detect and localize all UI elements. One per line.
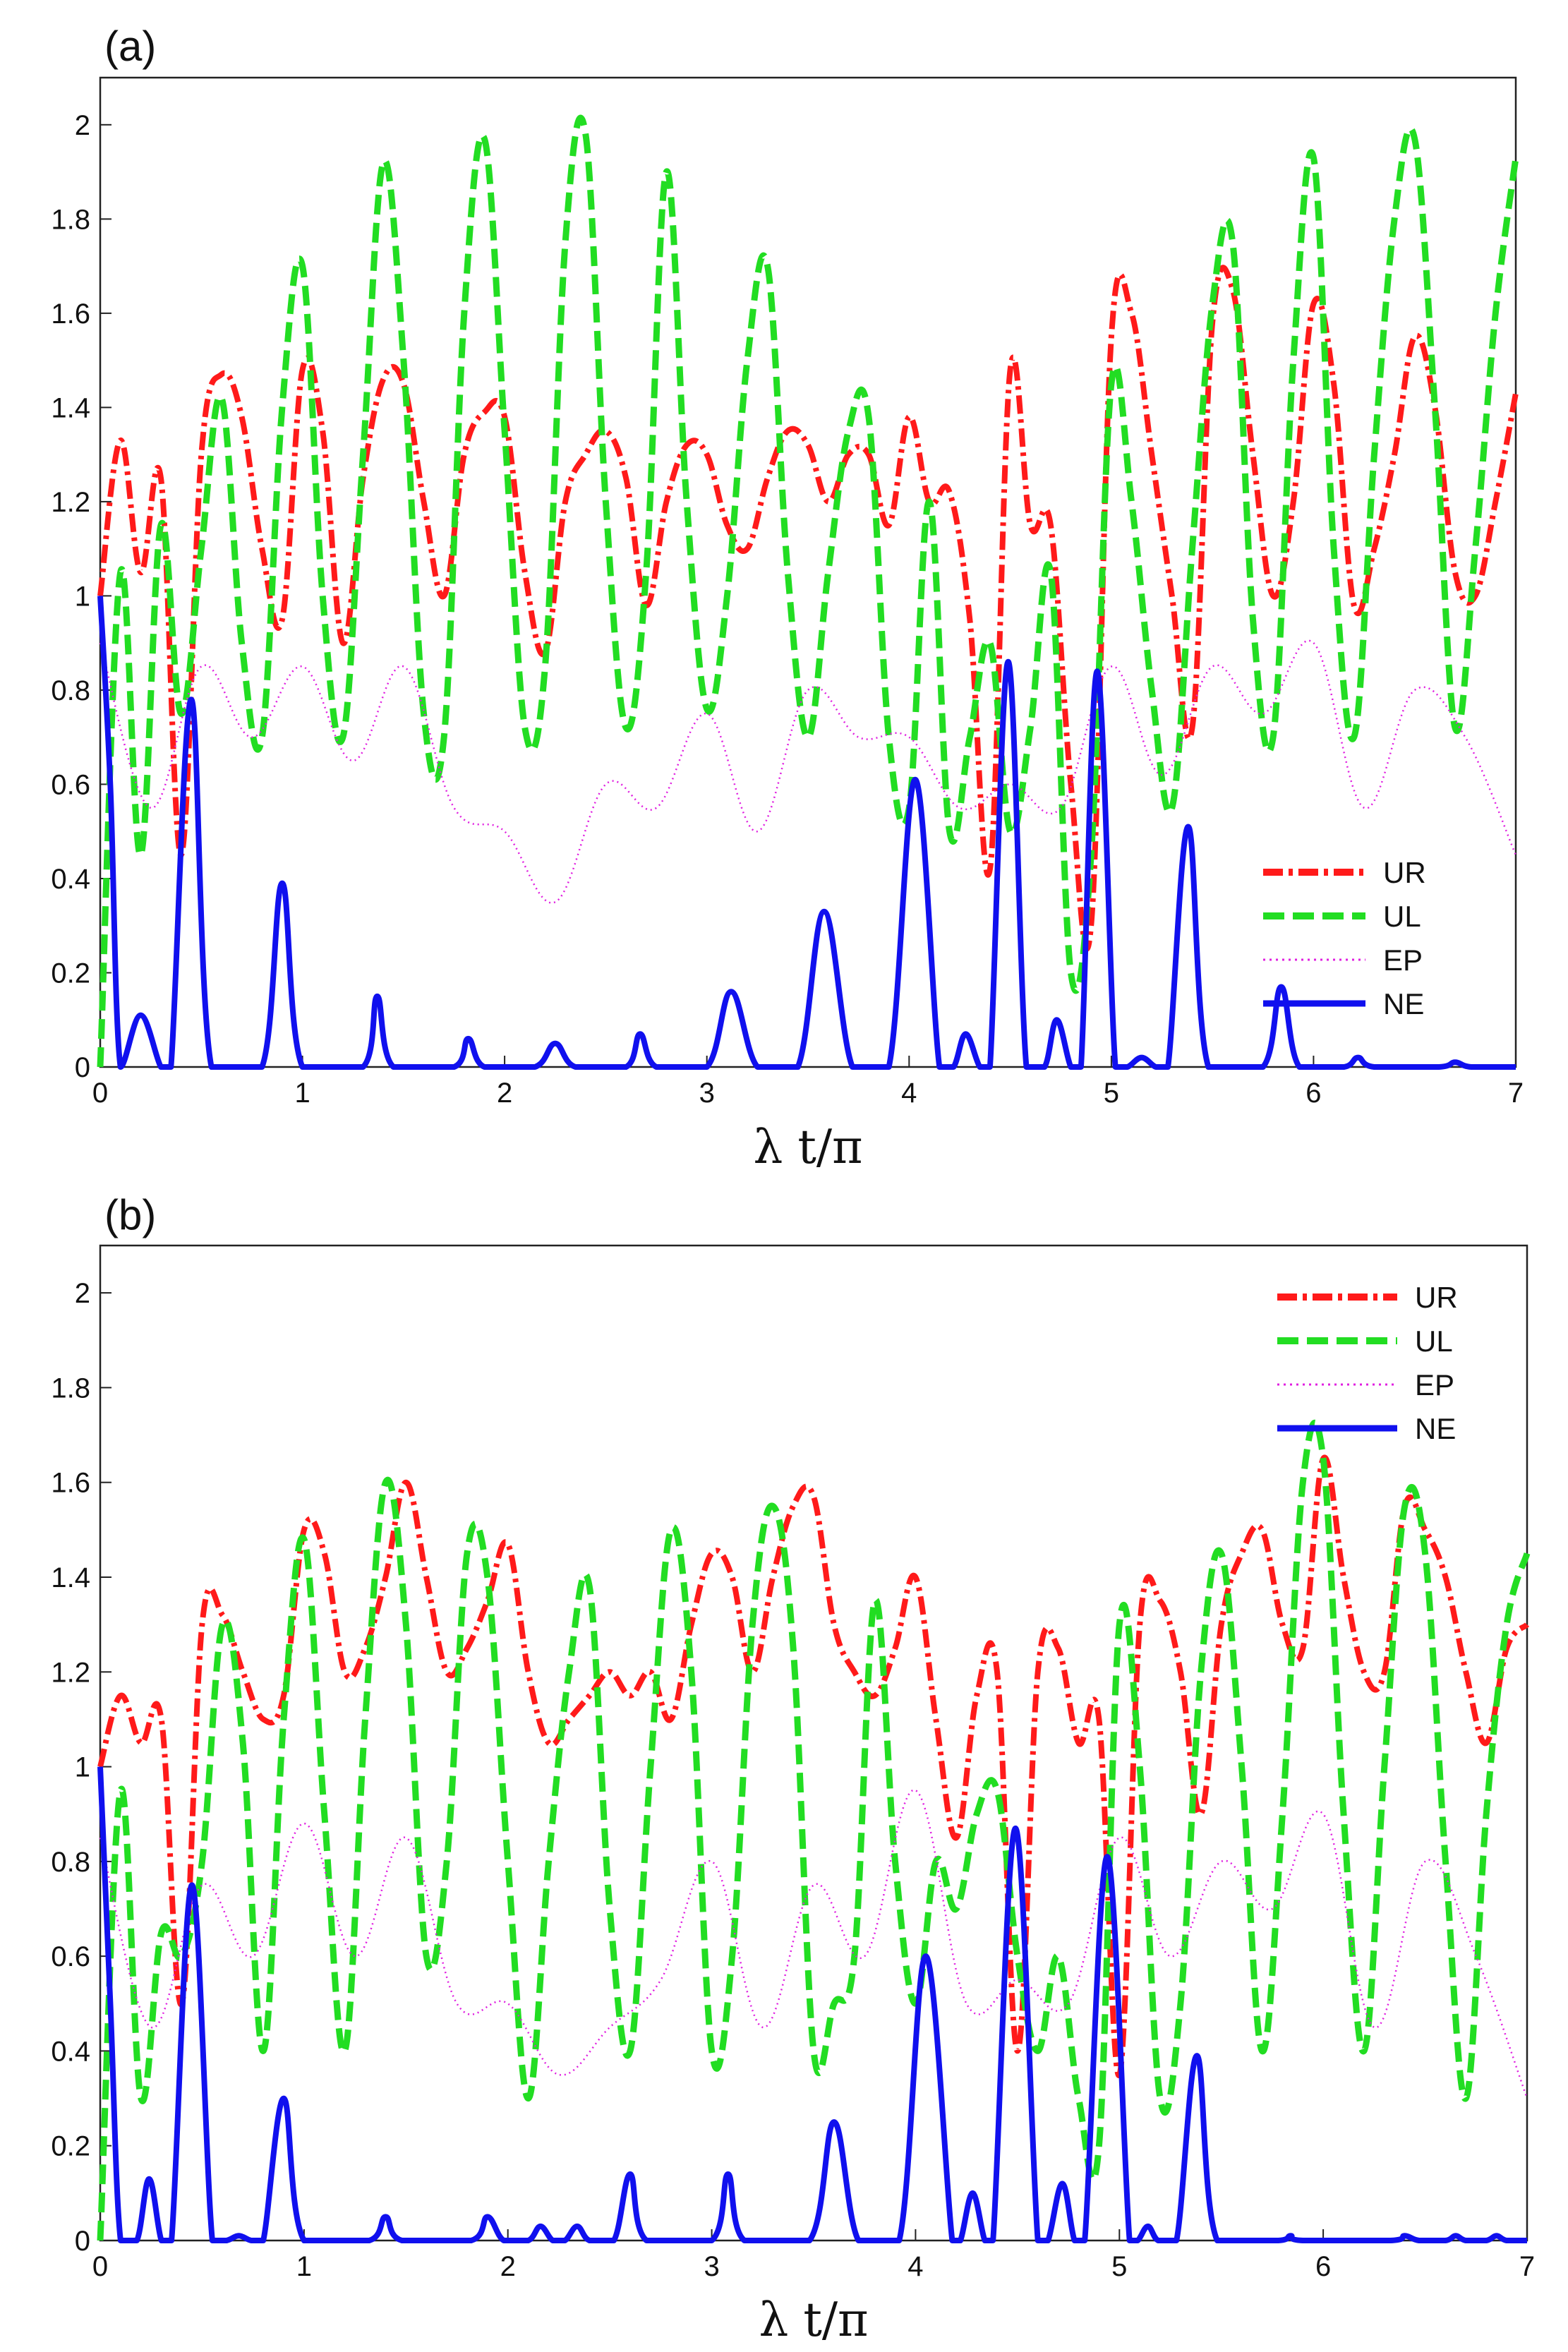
y-tick-label: 1.6 [51, 1468, 90, 1499]
x-tick-label: 6 [1315, 2251, 1331, 2282]
x-tick-label: 4 [907, 2251, 923, 2282]
x-tick-label: 7 [1508, 1078, 1524, 1109]
legend-b: UR UL EP NE [1277, 1281, 1458, 1445]
x-tick-label: 0 [92, 2251, 108, 2282]
x-tick-label: 6 [1305, 1078, 1321, 1109]
panel-a: (a) 0 0.2 0.4 0.6 0.8 1 1.2 1.4 1.6 1.8 … [51, 23, 1524, 1174]
x-tick-label: 4 [901, 1078, 917, 1109]
y-tick-label: 1 [75, 581, 90, 612]
x-tick-label: 5 [1104, 1078, 1119, 1109]
panel-label-b: (b) [104, 1191, 156, 1238]
y-tick-label: 0.2 [51, 2131, 90, 2162]
plot-frame-a [99, 76, 1517, 1068]
x-axis-title-a: λ t/π [754, 1120, 863, 1174]
series-line-ep [99, 1789, 1528, 2099]
series-line-ep [99, 639, 1517, 904]
series-line-ul [97, 1419, 1531, 2241]
series-line-ur [97, 265, 1519, 952]
x-ticks-b: 0 1 2 3 4 5 6 7 [92, 2229, 1535, 2282]
legend-a: UR UL EP NE [1263, 856, 1426, 1020]
legend-label-ne: NE [1383, 987, 1424, 1020]
y-tick-label: 1.6 [51, 298, 90, 330]
series-line-ul [97, 114, 1519, 1068]
x-tick-label: 5 [1111, 2251, 1127, 2282]
x-tick-label: 1 [294, 1078, 310, 1109]
series-group-b [97, 1419, 1531, 2244]
x-tick-label: 3 [699, 1078, 715, 1109]
x-tick-label: 0 [92, 1078, 108, 1109]
legend-label-ur: UR [1415, 1281, 1458, 1314]
panel-b: (b) 0 0.2 0.4 0.6 0.8 1 1.2 1.4 1.6 1.8 … [51, 1191, 1535, 2347]
y-tick-label: 1.8 [51, 204, 90, 235]
series-line-ur [97, 1454, 1530, 2078]
x-ticks-a: 0 1 2 3 4 5 6 7 [92, 1056, 1524, 1109]
y-tick-label: 0.2 [51, 958, 90, 989]
plot-frame-b [99, 1244, 1528, 2242]
x-tick-label: 2 [500, 2251, 516, 2282]
legend-label-ul: UL [1415, 1325, 1453, 1358]
y-ticks-b: 0 0.2 0.4 0.6 0.8 1 1.2 1.4 1.6 1.8 2 [51, 1278, 111, 2257]
y-ticks-a: 0 0.2 0.4 0.6 0.8 1 1.2 1.4 1.6 1.8 2 [51, 110, 111, 1083]
y-tick-label: 1.4 [51, 392, 90, 423]
y-tick-label: 0.4 [51, 2036, 90, 2067]
legend-label-ep: EP [1383, 943, 1423, 977]
x-tick-label: 1 [296, 2251, 312, 2282]
y-tick-label: 1 [75, 1752, 90, 1783]
y-tick-label: 1.4 [51, 1562, 90, 1593]
x-tick-label: 2 [497, 1078, 512, 1109]
y-tick-label: 1.2 [51, 1657, 90, 1688]
legend-label-ur: UR [1383, 856, 1426, 889]
y-tick-label: 0.8 [51, 675, 90, 706]
y-tick-label: 0.4 [51, 864, 90, 895]
series-group-a [97, 114, 1519, 1071]
x-tick-label: 3 [704, 2251, 719, 2282]
x-tick-label: 7 [1519, 2251, 1535, 2282]
panel-label-a: (a) [104, 23, 156, 70]
legend-label-ul: UL [1383, 900, 1421, 933]
y-tick-label: 2 [75, 1278, 90, 1309]
x-axis-title-b: λ t/π [759, 2293, 869, 2347]
y-tick-label: 0 [75, 1052, 90, 1083]
y-tick-label: 0.6 [51, 769, 90, 800]
y-tick-label: 0 [75, 2226, 90, 2257]
legend-label-ep: EP [1415, 1368, 1454, 1401]
y-tick-label: 0.8 [51, 1847, 90, 1878]
series-line-ne [97, 1766, 1528, 2244]
legend-label-ne: NE [1415, 1412, 1456, 1445]
y-tick-label: 0.6 [51, 1941, 90, 1972]
y-tick-label: 1.2 [51, 487, 90, 518]
series-line-ne [97, 596, 1516, 1071]
y-tick-label: 1.8 [51, 1373, 90, 1404]
y-tick-label: 2 [75, 110, 90, 141]
